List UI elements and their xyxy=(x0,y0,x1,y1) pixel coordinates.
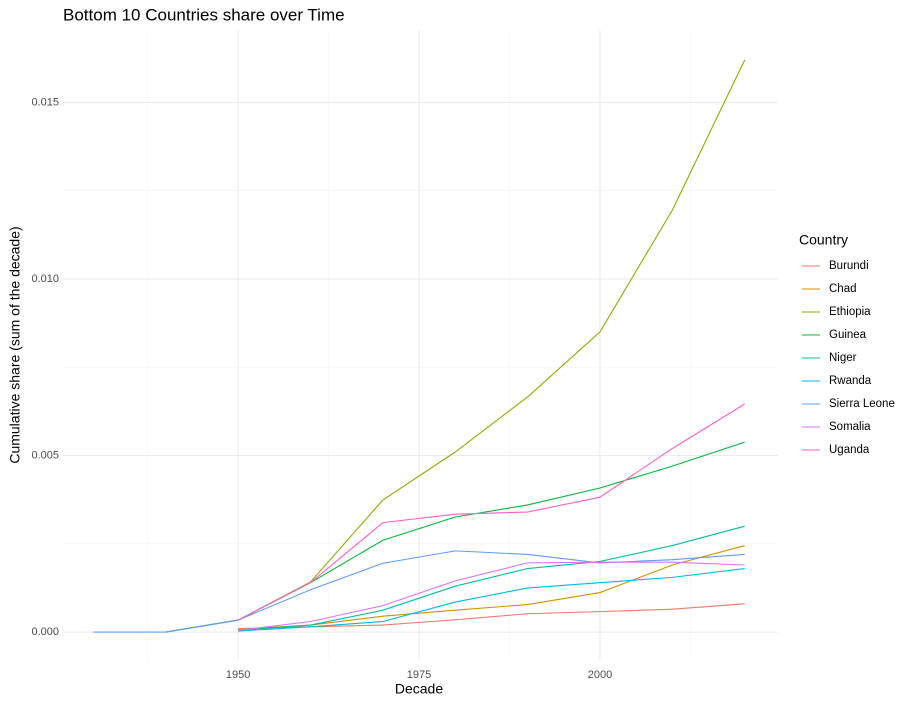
series-line xyxy=(238,561,745,631)
legend-label: Sierra Leone xyxy=(829,398,895,410)
series-line xyxy=(93,550,745,633)
legend-title: Country xyxy=(799,232,848,248)
y-tick-label: 0.005 xyxy=(31,449,59,461)
series-line xyxy=(165,59,746,633)
legend-label: Burundi xyxy=(829,260,869,272)
y-tick-label: 0.000 xyxy=(31,626,59,638)
series-line xyxy=(237,403,745,621)
x-tick-label: 1975 xyxy=(407,669,431,681)
series-line xyxy=(238,545,745,630)
legend-label: Uganda xyxy=(829,444,870,456)
legend-label: Ethiopia xyxy=(829,306,871,318)
x-tick-label: 2000 xyxy=(588,669,612,681)
y-axis-title: Cumulative share (sum of the decade) xyxy=(7,226,23,463)
series-line xyxy=(165,441,745,633)
series-line xyxy=(238,603,745,630)
legend-label: Somalia xyxy=(829,421,871,433)
y-tick-label: 0.015 xyxy=(31,96,59,108)
legend-label: Chad xyxy=(829,283,857,295)
chart-title: Bottom 10 Countries share over Time xyxy=(63,5,345,24)
legend-label: Rwanda xyxy=(829,375,872,387)
series-line xyxy=(238,525,745,631)
x-tick-label: 1950 xyxy=(226,669,250,681)
series-line xyxy=(238,567,745,632)
legend-label: Niger xyxy=(829,352,857,364)
legend-label: Guinea xyxy=(829,329,867,341)
x-axis-title: Decade xyxy=(395,681,443,697)
y-tick-label: 0.010 xyxy=(31,273,59,285)
